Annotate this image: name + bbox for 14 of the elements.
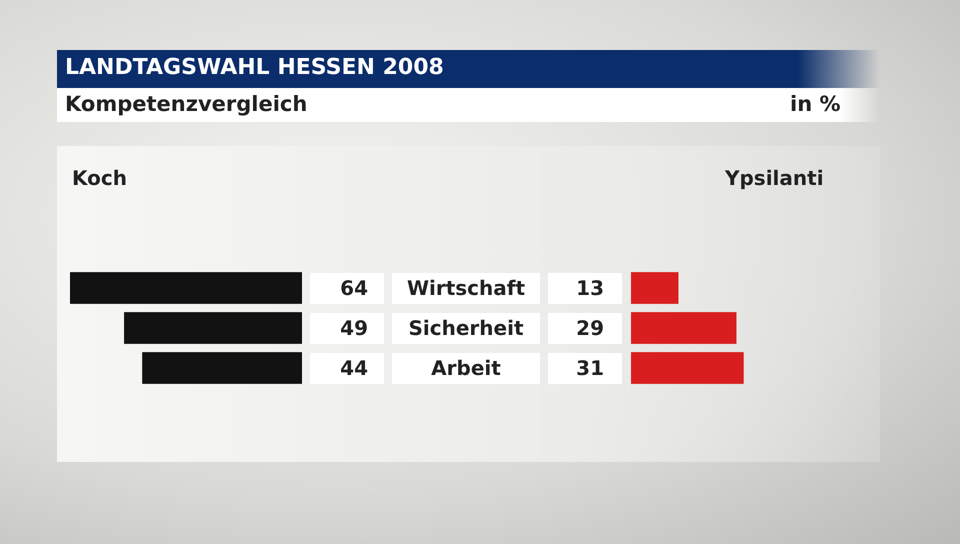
y-tick-label: Wirtschaft bbox=[392, 272, 540, 304]
data-label: 13 bbox=[548, 272, 622, 304]
text: Koch bbox=[72, 166, 127, 190]
data-label: 29 bbox=[548, 312, 622, 344]
y-tick-label: Sicherheit bbox=[392, 312, 540, 344]
data-label: 64 bbox=[310, 272, 384, 304]
chart-title: LANDTAGSWAHL HESSEN 2008 bbox=[65, 55, 444, 80]
data-label: 44 bbox=[310, 352, 384, 384]
data-label: 49 bbox=[310, 312, 384, 344]
chart-subtitle: Kompetenzvergleich bbox=[65, 92, 308, 116]
text: in % bbox=[790, 92, 841, 116]
data-label: 31 bbox=[548, 352, 622, 384]
text: Ypsilanti bbox=[725, 166, 824, 190]
y-tick-label: Arbeit bbox=[392, 352, 540, 384]
